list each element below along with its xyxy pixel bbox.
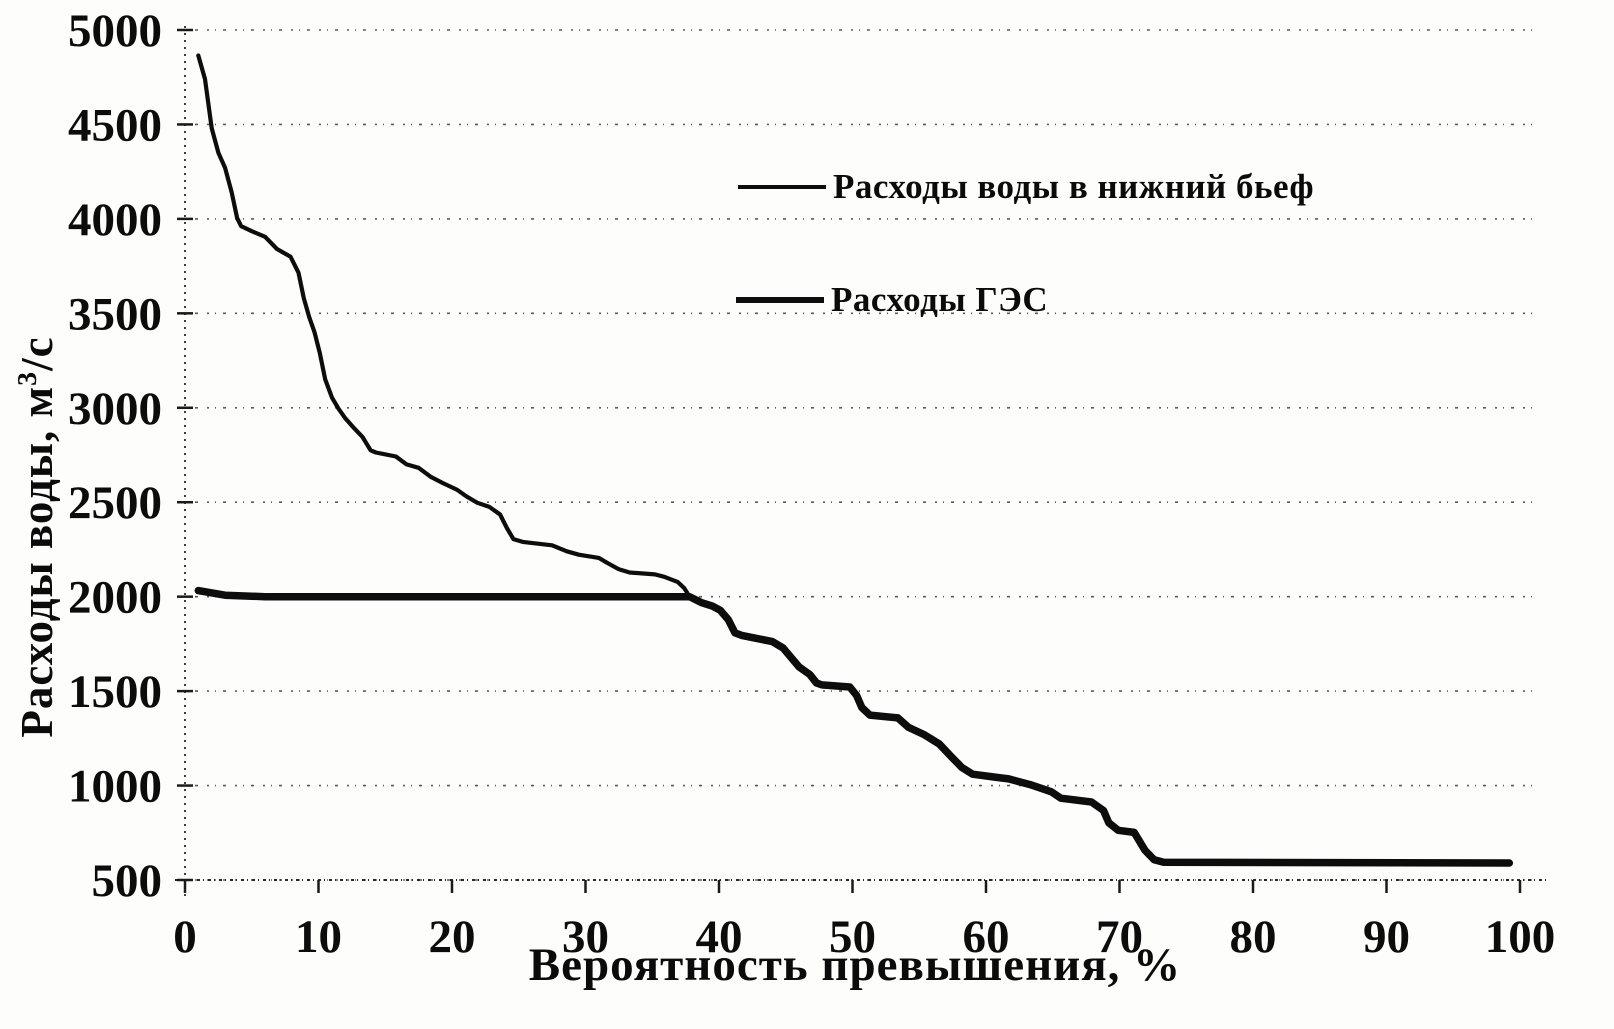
y-tick-label-1500: 1500 (68, 666, 162, 718)
y-tick-label-4500: 4500 (68, 99, 162, 151)
x-tick-label-100: 100 (1485, 911, 1556, 963)
y-axis-title-superscript: 3 (12, 370, 43, 386)
x-tick-label-70: 70 (1096, 911, 1143, 963)
y-axis-title-unit: /с (12, 336, 62, 371)
y-tick-label-2500: 2500 (68, 477, 162, 529)
x-tick-label-80: 80 (1230, 911, 1277, 963)
data-series (194, 53, 1514, 867)
x-tick-label-10: 10 (295, 911, 342, 963)
x-tick-labels: 0 10 20 30 40 50 60 70 80 90 100 (173, 911, 1555, 963)
y-tick-label-4000: 4000 (68, 194, 162, 246)
y-tick-labels: 500 1000 1500 2000 2500 3000 3500 4000 4500 5000 (68, 5, 162, 907)
y-tick-label-3000: 3000 (68, 383, 162, 435)
axes (175, 26, 1550, 896)
x-tick-label-20: 20 (429, 911, 476, 963)
legend-label-tailwater: Расходы воды в нижний бьеф (833, 167, 1315, 206)
x-tick-label-0: 0 (173, 911, 197, 963)
x-axis-title: Вероятность превышения, % (528, 939, 1182, 991)
legend-item-hpp-discharge: Расходы ГЭС (736, 278, 1048, 322)
series-line-hpp-discharge (194, 586, 1514, 867)
x-tick-label-90: 90 (1363, 911, 1410, 963)
x-tick-label-50: 50 (829, 911, 876, 963)
legend-label-hpp: Расходы ГЭС (831, 280, 1049, 319)
y-tick-label-5000: 5000 (68, 5, 162, 57)
y-tick-label-3500: 3500 (68, 288, 162, 340)
y-axis-title: Расходы воды, м3/с (11, 277, 65, 797)
y-tick-label-500: 500 (92, 855, 163, 907)
x-tick-label-60: 60 (963, 911, 1010, 963)
y-tick-label-2000: 2000 (68, 572, 162, 624)
y-tick-label-1000: 1000 (68, 761, 162, 813)
y-axis-title-text: Расходы воды, м (12, 385, 62, 738)
legend-thick-line-sample (736, 297, 824, 303)
legend-thin-line-sample (738, 185, 826, 189)
legend-item-tailwater-discharge: Расходы воды в нижний бьеф (738, 165, 1314, 209)
series-line-tailwater-discharge (196, 53, 1512, 866)
x-tick-label-40: 40 (696, 911, 743, 963)
x-tick-label-30: 30 (562, 911, 609, 963)
axis-ticks (177, 28, 1522, 893)
